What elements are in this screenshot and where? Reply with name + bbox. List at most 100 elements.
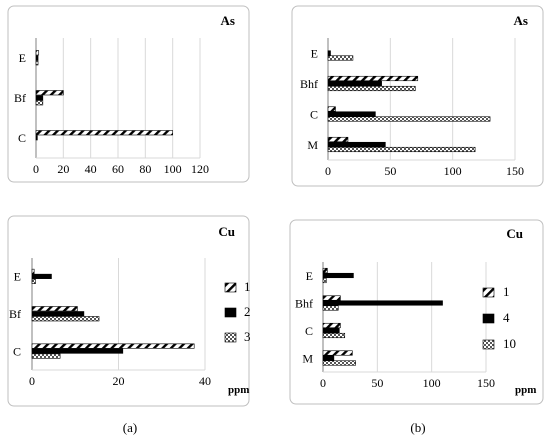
chart-frame: [7, 215, 250, 407]
chart-title: As: [514, 13, 528, 28]
tick-label: 40: [85, 162, 97, 176]
bar-C-series-10: [322, 332, 346, 339]
bar-E-series-3: [35, 60, 39, 66]
chart-a_cu: 0 20 40 E Bf C Cu ppm 1 2 3: [7, 215, 251, 407]
tick-label: 0: [33, 162, 39, 176]
bar-Bhf-series-10: [322, 305, 339, 311]
category-label: E: [14, 270, 21, 284]
legend-swatch: [482, 287, 495, 298]
unit-label: ppm: [228, 384, 249, 396]
category-label: Bf: [14, 91, 26, 105]
unit-label: ppm: [515, 384, 536, 396]
legend-swatch: [224, 307, 237, 318]
bar-Bhf-series-4: [327, 80, 382, 87]
bar-E-series-2: [31, 273, 52, 279]
bar-C-series-1: [327, 106, 336, 112]
tick-label: 150: [506, 164, 524, 178]
bar-Bf-series-3: [31, 316, 100, 322]
category-label: C: [18, 131, 26, 145]
tick-label: 20: [57, 162, 69, 176]
category-label: Bf: [9, 307, 21, 321]
tick-label: 50: [371, 376, 383, 390]
category-label: E: [19, 51, 26, 65]
category-label: C: [310, 107, 318, 121]
bar-C-series-10: [327, 116, 491, 122]
bar-C-series-2: [31, 348, 124, 354]
chart-frame: [291, 5, 544, 187]
bar-Bf-series-1: [31, 306, 78, 312]
category-label: M: [307, 138, 318, 152]
tick-label: 40: [199, 374, 211, 388]
chart-title: As: [221, 13, 235, 28]
legend-label: 2: [244, 304, 251, 319]
bar-Bhf-series-1: [327, 75, 419, 82]
tick-label: 60: [112, 162, 124, 176]
chart-title: Cu: [218, 224, 235, 239]
bar-C-series-4: [327, 111, 376, 117]
bar-C-series-1: [31, 343, 195, 349]
bar-E-series-2: [35, 55, 39, 61]
legend: 1 2 3: [224, 279, 251, 344]
tick-label: 100: [444, 164, 462, 178]
chart-frame: [7, 5, 250, 183]
legend-swatch: [482, 313, 495, 324]
bar-C-series-2: [35, 135, 38, 141]
bar-C-series-1: [322, 322, 341, 329]
legend-label: 3: [244, 329, 251, 344]
category-label: E: [306, 269, 313, 283]
bar-Bhf-series-4: [322, 300, 443, 306]
category-label: C: [305, 324, 313, 338]
category-label: Bhf: [295, 296, 313, 310]
bar-E-series-1: [31, 268, 35, 274]
legend-label: 1: [503, 284, 510, 299]
category-label: M: [302, 351, 313, 365]
bar-E-series-4: [322, 272, 354, 279]
tick-label: 100: [164, 162, 182, 176]
tick-label: 0: [29, 374, 35, 388]
chart-b_as: 0 50 100 150 E Bhf C M As: [291, 5, 544, 187]
tick-label: 50: [384, 164, 396, 178]
legend-swatch: [224, 332, 237, 343]
bar-E-series-10: [327, 55, 354, 61]
chart-title: Cu: [506, 226, 523, 241]
bar-C-series-4: [322, 327, 340, 334]
bar-Bhf-series-1: [322, 295, 341, 301]
tick-label: 0: [320, 376, 326, 390]
chart-frame: [289, 219, 544, 405]
category-label: C: [13, 344, 21, 358]
caption-a: (a): [123, 420, 137, 435]
bar-Bf-series-3: [35, 100, 44, 106]
chart-a_as: 0 20 40 60 80 100 120 E Bf C As: [7, 5, 250, 183]
bar-Bf-series-2: [31, 311, 85, 317]
bar-C-series-3: [31, 353, 61, 359]
bar-M-series-1: [327, 136, 349, 143]
bar-E-series-1: [322, 267, 328, 274]
bar-E-series-3: [31, 278, 36, 284]
tick-label: 150: [477, 376, 495, 390]
bar-E-series-1: [35, 50, 40, 56]
tick-label: 120: [191, 162, 209, 176]
bar-M-series-10: [327, 146, 476, 153]
bar-M-series-4: [327, 141, 386, 148]
bar-E-series-10: [322, 277, 327, 284]
bar-Bf-series-2: [35, 95, 44, 101]
tick-label: 80: [139, 162, 151, 176]
bar-Bf-series-1: [35, 90, 64, 96]
tick-label: 0: [325, 164, 331, 178]
legend-swatch: [224, 282, 237, 293]
chart-b_cu: 0 50 100 150 E Bhf CM Cu ppm 1 4 10: [289, 219, 544, 405]
bar-M-series-10: [322, 360, 356, 366]
bar-C-series-1: [35, 130, 173, 136]
category-label: E: [311, 46, 318, 60]
bar-E-series-4: [327, 50, 331, 56]
bar-M-series-4: [322, 355, 335, 361]
legend-swatch: [482, 339, 495, 350]
bar-M-series-1: [322, 350, 353, 356]
legend-label: 4: [503, 310, 510, 325]
tick-label: 100: [423, 376, 441, 390]
category-label: Bhf: [300, 77, 318, 91]
caption-b: (b): [410, 420, 425, 435]
legend: 1 4 10: [482, 284, 516, 351]
